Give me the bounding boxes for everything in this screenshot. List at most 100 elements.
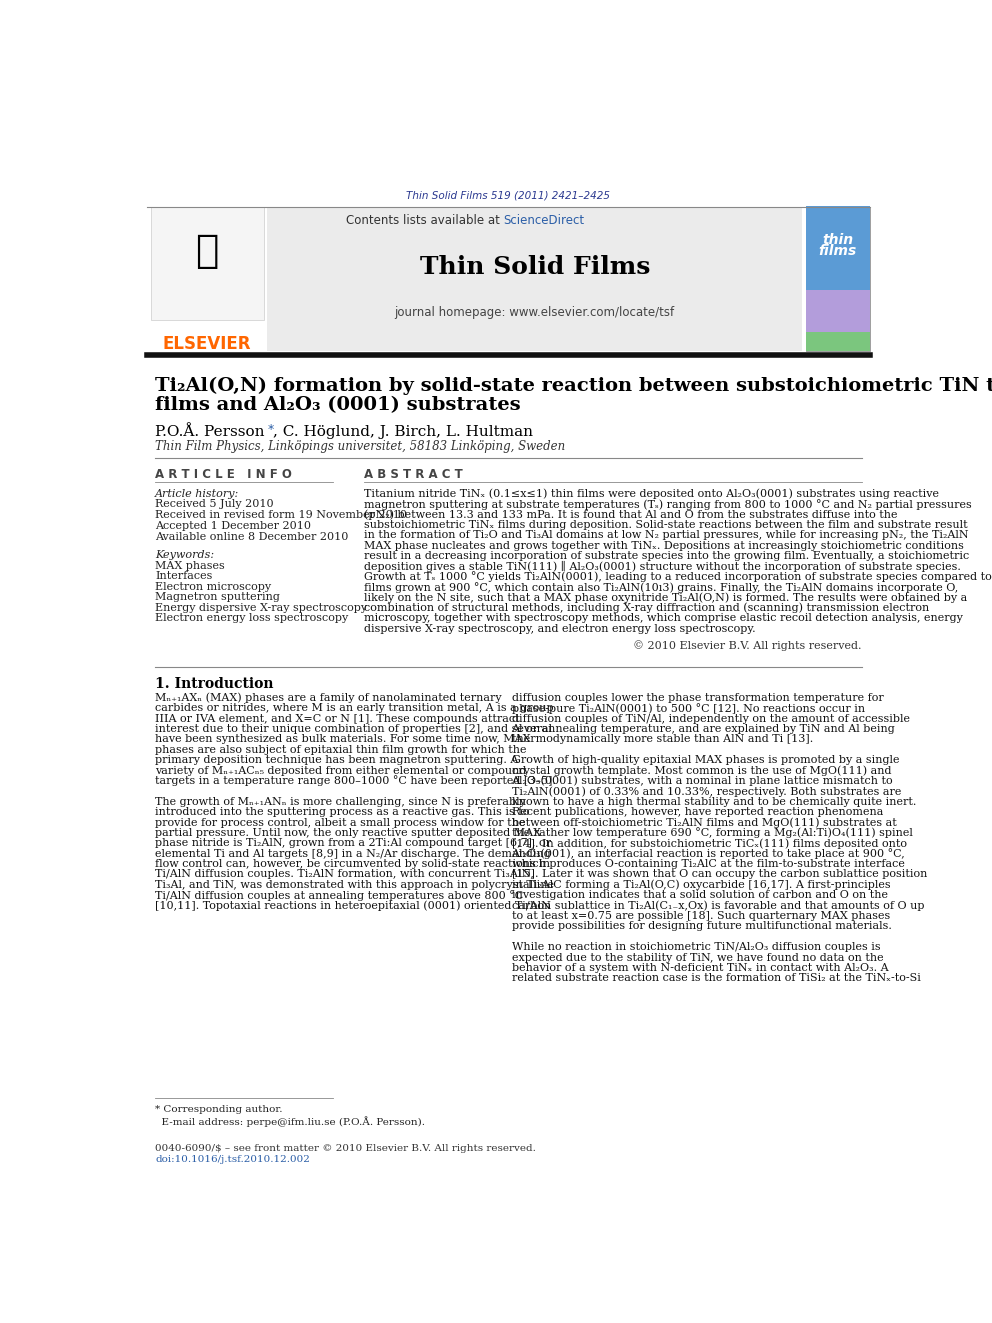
Text: elemental Ti and Al targets [8,9] in a N₂/Ar discharge. The demanding: elemental Ti and Al targets [8,9] in a N…	[155, 848, 551, 859]
Text: Keywords:: Keywords:	[155, 550, 214, 561]
Text: provide possibilities for designing future multifunctional materials.: provide possibilities for designing futu…	[512, 921, 892, 931]
Text: Ti₂Al(O,N) formation by solid-state reaction between substoichiometric TiN thin: Ti₂Al(O,N) formation by solid-state reac…	[155, 377, 992, 396]
Bar	[151, 206, 264, 320]
Text: A B S T R A C T: A B S T R A C T	[364, 468, 463, 482]
Text: diffusion couples of TiN/Al, independently on the amount of accessible: diffusion couples of TiN/Al, independent…	[512, 713, 910, 724]
Text: Magnetron sputtering: Magnetron sputtering	[155, 593, 280, 602]
Text: Ti₂AlN(0001) of 0.33% and 10.33%, respectively. Both substrates are: Ti₂AlN(0001) of 0.33% and 10.33%, respec…	[512, 786, 901, 796]
Text: known to have a high thermal stability and to be chemically quite inert.: known to have a high thermal stability a…	[512, 796, 916, 807]
Text: combination of structural methods, including X-ray diffraction and (scanning) tr: combination of structural methods, inclu…	[364, 603, 930, 614]
Text: [14]. In addition, for substoichiometric TiCₓ(111) films deposited onto: [14]. In addition, for substoichiometric…	[512, 837, 907, 848]
Text: primary deposition technique has been magnetron sputtering. A: primary deposition technique has been ma…	[155, 755, 519, 765]
Text: Electron energy loss spectroscopy: Electron energy loss spectroscopy	[155, 613, 348, 623]
Text: partial pressure. Until now, the only reactive sputter deposited MAX: partial pressure. Until now, the only re…	[155, 828, 541, 837]
Text: phase-pure Ti₂AlN(0001) to 500 °C [12]. No reactions occur in: phase-pure Ti₂AlN(0001) to 500 °C [12]. …	[512, 703, 865, 713]
Bar	[806, 290, 870, 332]
Bar	[147, 206, 268, 352]
Text: *: *	[268, 423, 274, 437]
Text: Thin Film Physics, Linköpings universitet, 58183 Linköping, Sweden: Thin Film Physics, Linköpings universite…	[155, 441, 565, 454]
Text: variety of Mₙ₊₁ACₙ₅ deposited from either elemental or compound: variety of Mₙ₊₁ACₙ₅ deposited from eithe…	[155, 766, 527, 775]
Text: * Corresponding author.: * Corresponding author.	[155, 1105, 283, 1114]
Text: diffusion couples lower the phase transformation temperature for: diffusion couples lower the phase transf…	[512, 693, 883, 703]
Text: MAX phase nucleates and grows together with TiNₓ. Depositions at increasingly st: MAX phase nucleates and grows together w…	[364, 541, 964, 550]
Text: have been synthesized as bulk materials. For some time now, MAX: have been synthesized as bulk materials.…	[155, 734, 531, 745]
Text: carbon sublattice in Ti₂Al(C₁₋x,Ox) is favorable and that amounts of O up: carbon sublattice in Ti₂Al(C₁₋x,Ox) is f…	[512, 901, 924, 912]
Text: Interfaces: Interfaces	[155, 572, 212, 582]
Text: Al₂O₃(0001) substrates, with a nominal in plane lattice mismatch to: Al₂O₃(0001) substrates, with a nominal i…	[512, 775, 893, 786]
Text: the rather low temperature 690 °C, forming a Mg₂(Al:Ti)O₄(111) spinel: the rather low temperature 690 °C, formi…	[512, 827, 913, 839]
Text: interest due to their unique combination of properties [2], and several: interest due to their unique combination…	[155, 724, 553, 734]
Text: Mₙ₊₁AXₙ (MAX) phases are a family of nanolaminated ternary: Mₙ₊₁AXₙ (MAX) phases are a family of nan…	[155, 692, 502, 703]
Text: microscopy, together with spectroscopy methods, which comprise elastic recoil de: microscopy, together with spectroscopy m…	[364, 614, 963, 623]
Text: Contents lists available at: Contents lists available at	[346, 214, 504, 226]
Text: Received 5 July 2010: Received 5 July 2010	[155, 500, 274, 509]
Text: A R T I C L E   I N F O: A R T I C L E I N F O	[155, 468, 292, 482]
Text: dispersive X-ray spectroscopy, and electron energy loss spectroscopy.: dispersive X-ray spectroscopy, and elect…	[364, 624, 756, 634]
Text: magnetron sputtering at substrate temperatures (Tₛ) ranging from 800 to 1000 °C : magnetron sputtering at substrate temper…	[364, 499, 972, 509]
Text: investigation indicates that a solid solution of carbon and O on the: investigation indicates that a solid sol…	[512, 890, 888, 900]
Text: The growth of Mₙ₊₁ANₙ is more challenging, since N is preferably: The growth of Mₙ₊₁ANₙ is more challengin…	[155, 796, 526, 807]
Text: behavior of a system with N-deficient TiNₓ in contact with Al₂O₃. A: behavior of a system with N-deficient Ti…	[512, 963, 888, 972]
Text: Thin Solid Films: Thin Solid Films	[420, 254, 650, 279]
Text: While no reaction in stoichiometric TiN/Al₂O₃ diffusion couples is: While no reaction in stoichiometric TiN/…	[512, 942, 880, 953]
Text: (pN₂) between 13.3 and 133 mPa. It is found that Al and O from the substrates di: (pN₂) between 13.3 and 133 mPa. It is fo…	[364, 509, 898, 520]
Text: ELSEVIER: ELSEVIER	[163, 335, 251, 352]
Text: Energy dispersive X-ray spectroscopy: Energy dispersive X-ray spectroscopy	[155, 603, 367, 613]
Text: Received in revised form 19 November 2010: Received in revised form 19 November 201…	[155, 511, 407, 520]
Text: P.O.Å. Persson: P.O.Å. Persson	[155, 425, 270, 439]
Text: Titanium nitride TiNₓ (0.1≤x≤1) thin films were deposited onto Al₂O₃(0001) subst: Titanium nitride TiNₓ (0.1≤x≤1) thin fil…	[364, 488, 939, 499]
Text: provide for process control, albeit a small process window for the: provide for process control, albeit a sm…	[155, 818, 526, 827]
Text: in Ti₂AlC forming a Ti₂Al(O,C) oxycarbide [16,17]. A first-principles: in Ti₂AlC forming a Ti₂Al(O,C) oxycarbid…	[512, 880, 890, 890]
Text: phase nitride is Ti₂AlN, grown from a 2Ti:Al compound target [6,7], or: phase nitride is Ti₂AlN, grown from a 2T…	[155, 839, 551, 848]
Text: ScienceDirect: ScienceDirect	[504, 214, 585, 226]
Text: in the formation of Ti₂O and Ti₃Al domains at low N₂ partial pressures, while fo: in the formation of Ti₂O and Ti₃Al domai…	[364, 531, 969, 540]
Text: targets in a temperature range 800–1000 °C have been reported [3–5].: targets in a temperature range 800–1000 …	[155, 775, 556, 786]
Text: introduced into the sputtering process as a reactive gas. This is to: introduced into the sputtering process a…	[155, 807, 530, 818]
Text: Al₂O₃(001), an interfacial reaction is reported to take place at 900 °C,: Al₂O₃(001), an interfacial reaction is r…	[512, 848, 906, 859]
Text: between off-stoichiometric Ti₂AlN films and MgO(111) substrates at: between off-stoichiometric Ti₂AlN films …	[512, 818, 896, 828]
Text: which produces O-containing Ti₂AlC at the film-to-substrate interface: which produces O-containing Ti₂AlC at th…	[512, 859, 905, 869]
Text: Growth at Tₛ 1000 °C yields Ti₂AlN(0001), leading to a reduced incorporation of : Growth at Tₛ 1000 °C yields Ti₂AlN(0001)…	[364, 572, 992, 582]
Text: [15]. Later it was shown that O can occupy the carbon sublattice position: [15]. Later it was shown that O can occu…	[512, 869, 927, 880]
Text: result in a decreasing incorporation of substrate species into the growing film.: result in a decreasing incorporation of …	[364, 552, 969, 561]
Text: Al or annealing temperature, and are explained by TiN and Al being: Al or annealing temperature, and are exp…	[512, 724, 895, 734]
Text: 🌲: 🌲	[195, 232, 218, 270]
Text: thermodynamically more stable than AlN and Ti [13].: thermodynamically more stable than AlN a…	[512, 734, 812, 745]
Text: doi:10.1016/j.tsf.2010.12.002: doi:10.1016/j.tsf.2010.12.002	[155, 1155, 310, 1164]
Text: deposition gives a stable TiN(111) ∥ Al₂O₃(0001) structure without the incorpora: deposition gives a stable TiN(111) ∥ Al₂…	[364, 561, 961, 572]
Text: Growth of high-quality epitaxial MAX phases is promoted by a single: Growth of high-quality epitaxial MAX pha…	[512, 755, 899, 765]
Text: Electron microscopy: Electron microscopy	[155, 582, 271, 591]
Text: likely on the N site, such that a MAX phase oxynitride Ti₂Al(O,N) is formed. The: likely on the N site, such that a MAX ph…	[364, 593, 967, 603]
Text: films and Al₂O₃ (0001) substrates: films and Al₂O₃ (0001) substrates	[155, 396, 521, 414]
Text: Ti/AlN diffusion couples at annealing temperatures above 800 °C: Ti/AlN diffusion couples at annealing te…	[155, 890, 523, 901]
Text: journal homepage: www.elsevier.com/locate/tsf: journal homepage: www.elsevier.com/locat…	[395, 306, 675, 319]
Text: [10,11]. Topotaxial reactions in heteroepitaxial (0001) oriented Ti/AlN: [10,11]. Topotaxial reactions in heteroe…	[155, 901, 551, 912]
Bar	[806, 206, 870, 290]
Bar	[806, 332, 870, 352]
Text: substoichiometric TiNₓ films during deposition. Solid-state reactions between th: substoichiometric TiNₓ films during depo…	[364, 520, 968, 531]
Text: E-mail address: perpe@ifm.liu.se (P.O.Å. Persson).: E-mail address: perpe@ifm.liu.se (P.O.Å.…	[155, 1115, 425, 1127]
Text: crystal growth template. Most common is the use of MgO(111) and: crystal growth template. Most common is …	[512, 765, 891, 775]
Text: flow control can, however, be circumvented by solid-state reactions in: flow control can, however, be circumvent…	[155, 859, 551, 869]
Text: , C. Höglund, J. Birch, L. Hultman: , C. Höglund, J. Birch, L. Hultman	[273, 425, 533, 439]
Text: thin: thin	[822, 233, 853, 246]
Text: Ti₃Al, and TiN, was demonstrated with this approach in polycrystalline: Ti₃Al, and TiN, was demonstrated with th…	[155, 880, 554, 890]
Text: Recent publications, however, have reported reaction phenomena: Recent publications, however, have repor…	[512, 807, 883, 818]
Text: Thin Solid Films 519 (2011) 2421–2425: Thin Solid Films 519 (2011) 2421–2425	[407, 191, 610, 201]
Text: films: films	[818, 245, 857, 258]
Text: © 2010 Elsevier B.V. All rights reserved.: © 2010 Elsevier B.V. All rights reserved…	[633, 640, 862, 651]
Text: phases are also subject of epitaxial thin film growth for which the: phases are also subject of epitaxial thi…	[155, 745, 527, 754]
Text: MAX phases: MAX phases	[155, 561, 225, 572]
Text: Accepted 1 December 2010: Accepted 1 December 2010	[155, 521, 311, 531]
Text: related substrate reaction case is the formation of TiSi₂ at the TiNₓ-to-Si: related substrate reaction case is the f…	[512, 974, 921, 983]
Text: Available online 8 December 2010: Available online 8 December 2010	[155, 532, 348, 542]
Bar	[268, 206, 803, 352]
Text: Ti/AlN diffusion couples. Ti₂AlN formation, with concurrent Ti₃AlN,: Ti/AlN diffusion couples. Ti₂AlN formati…	[155, 869, 534, 880]
Text: IIIA or IVA element, and X=C or N [1]. These compounds attract: IIIA or IVA element, and X=C or N [1]. T…	[155, 713, 520, 724]
Text: expected due to the stability of TiN, we have found no data on the: expected due to the stability of TiN, we…	[512, 953, 883, 963]
Text: carbides or nitrides, where M is an early transition metal, A is a group: carbides or nitrides, where M is an earl…	[155, 703, 554, 713]
Text: Article history:: Article history:	[155, 488, 239, 499]
Text: 0040-6090/$ – see front matter © 2010 Elsevier B.V. All rights reserved.: 0040-6090/$ – see front matter © 2010 El…	[155, 1143, 536, 1152]
Text: 1. Introduction: 1. Introduction	[155, 677, 274, 691]
Text: films grown at 900 °C, which contain also Ti₂AlN(10ı3) grains. Finally, the Ti₂A: films grown at 900 °C, which contain als…	[364, 582, 958, 593]
